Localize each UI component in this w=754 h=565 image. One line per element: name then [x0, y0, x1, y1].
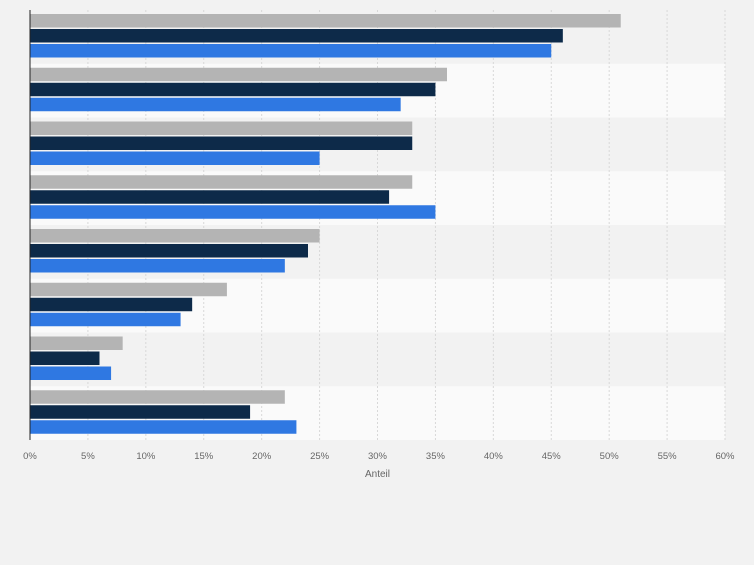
x-tick-label: 35% [426, 451, 446, 462]
bar [30, 405, 251, 419]
x-tick-label: 40% [484, 451, 504, 462]
bar [30, 259, 285, 273]
bar [30, 67, 447, 82]
bar [30, 336, 123, 350]
x-tick-label: 50% [600, 451, 620, 462]
x-tick-label: 55% [658, 451, 678, 462]
bar [30, 420, 297, 434]
bar [30, 175, 413, 189]
bar [30, 244, 308, 258]
bar [30, 205, 436, 219]
bar [30, 14, 621, 28]
x-tick-label: 5% [81, 451, 95, 462]
x-tick-labels: 0% 5% 10% 15% 20% 25% 30% 35% 40% 45% 50% 55% 60% [23, 451, 735, 462]
bar [30, 136, 413, 150]
x-tick-label: 20% [252, 451, 272, 462]
bar [30, 151, 320, 165]
x-tick-label: 45% [542, 451, 562, 462]
x-axis-label: Anteil [365, 469, 390, 480]
bar [30, 44, 552, 58]
x-tick-label: 30% [368, 451, 388, 462]
x-tick-label: 10% [136, 451, 156, 462]
bar [30, 82, 436, 97]
x-tick-label: 15% [194, 451, 214, 462]
bars [30, 14, 621, 434]
bar [30, 282, 227, 297]
bar [30, 97, 401, 112]
x-tick-label: 0% [23, 451, 37, 462]
bar [30, 29, 563, 43]
x-tick-label: 60% [715, 451, 735, 462]
bar [30, 366, 112, 380]
bar [30, 312, 181, 327]
bar [30, 390, 285, 404]
x-tick-label: 25% [310, 451, 330, 462]
bar [30, 229, 320, 243]
bar [30, 121, 413, 135]
bar [30, 297, 193, 312]
bar [30, 190, 390, 204]
bar [30, 351, 100, 365]
